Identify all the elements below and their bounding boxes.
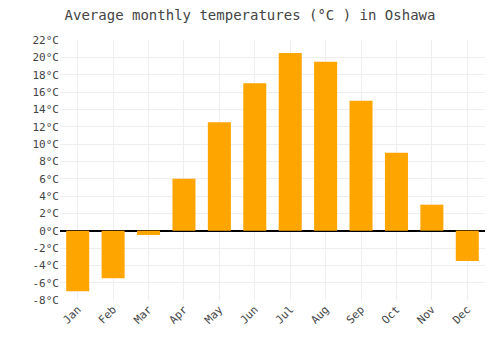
svg-text:Jun: Jun — [238, 303, 261, 326]
svg-text:Jul: Jul — [273, 303, 296, 326]
svg-text:20°C: 20°C — [33, 51, 60, 64]
svg-text:Average monthly temperatures (: Average monthly temperatures (°C ) in Os… — [65, 7, 436, 23]
svg-text:4°C: 4°C — [39, 190, 59, 203]
svg-text:-6°C: -6°C — [33, 277, 60, 290]
svg-text:10°C: 10°C — [33, 138, 60, 151]
svg-text:-2°C: -2°C — [33, 242, 60, 255]
svg-text:0°C: 0°C — [39, 225, 59, 238]
svg-text:8°C: 8°C — [39, 155, 59, 168]
svg-text:-4°C: -4°C — [33, 259, 60, 272]
svg-text:-8°C: -8°C — [33, 294, 60, 307]
svg-text:Mar: Mar — [131, 303, 155, 327]
svg-text:18°C: 18°C — [33, 69, 60, 82]
svg-text:2°C: 2°C — [39, 207, 59, 220]
svg-text:12°C: 12°C — [33, 121, 60, 134]
svg-text:14°C: 14°C — [33, 103, 60, 116]
svg-text:Oct: Oct — [379, 303, 402, 326]
svg-text:16°C: 16°C — [33, 86, 60, 99]
svg-text:Nov: Nov — [415, 303, 439, 327]
svg-text:22°C: 22°C — [33, 34, 60, 47]
svg-text:Sep: Sep — [344, 303, 367, 326]
svg-text:6°C: 6°C — [39, 173, 59, 186]
svg-text:May: May — [202, 303, 226, 327]
svg-text:Aug: Aug — [308, 303, 331, 326]
svg-text:Feb: Feb — [96, 303, 119, 326]
svg-text:Dec: Dec — [450, 303, 473, 326]
svg-text:Apr: Apr — [167, 303, 191, 327]
svg-text:Jan: Jan — [60, 303, 83, 326]
